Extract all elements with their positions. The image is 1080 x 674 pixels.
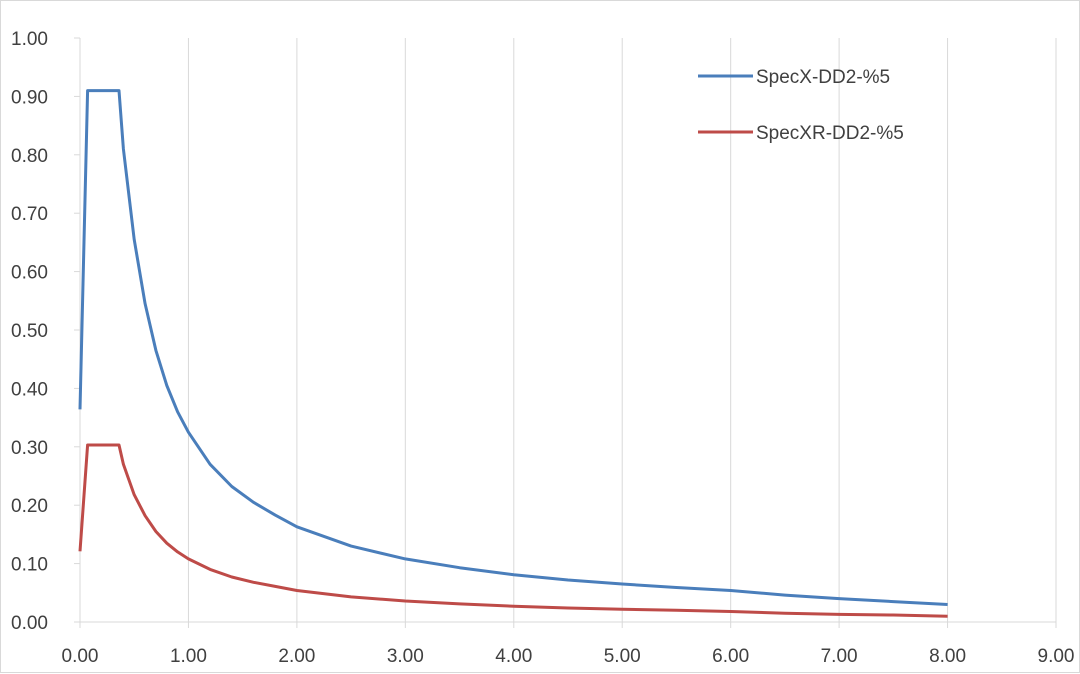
- x-tick-label: 3.00: [387, 646, 424, 667]
- y-tick-label: 0.00: [11, 613, 48, 634]
- series-line: [78, 443, 948, 618]
- axes: 0.00 0.10 0.20 0.30 0.40 0.50 0.60 0.70 0.80 0.90…: [11, 29, 1074, 667]
- x-tick-label: 9.00: [1038, 646, 1075, 667]
- gridlines: [187, 38, 1057, 622]
- legend: SpecX-DD2-%5 SpecXR-DD2-%5: [698, 67, 904, 144]
- x-tick-label: 6.00: [712, 646, 749, 667]
- series-lines: [78, 89, 948, 618]
- x-tick-label: 1.00: [170, 646, 207, 667]
- x-tick-label: 5.00: [604, 646, 641, 667]
- y-tick-label: 0.20: [11, 496, 48, 517]
- legend-label: SpecX-DD2-%5: [756, 67, 890, 88]
- y-tick-label: 0.70: [11, 204, 48, 225]
- x-tick-label: 0.00: [62, 646, 99, 667]
- y-tick-label: 0.10: [11, 555, 48, 576]
- x-tick-label: 8.00: [929, 646, 966, 667]
- x-tick-label: 7.00: [821, 646, 858, 667]
- x-tick-label: 2.00: [278, 646, 315, 667]
- x-tick-label: 4.00: [495, 646, 532, 667]
- y-tick-label: 0.30: [11, 438, 48, 459]
- y-tick-label: 0.80: [11, 146, 48, 167]
- y-tick-label: 0.60: [11, 263, 48, 284]
- y-tick-label: 0.40: [11, 379, 48, 400]
- legend-label: SpecXR-DD2-%5: [756, 123, 904, 144]
- series-line: [78, 89, 948, 606]
- y-tick-label: 1.00: [11, 29, 48, 50]
- y-tick-label: 0.50: [11, 321, 48, 342]
- y-tick-label: 0.90: [11, 87, 48, 108]
